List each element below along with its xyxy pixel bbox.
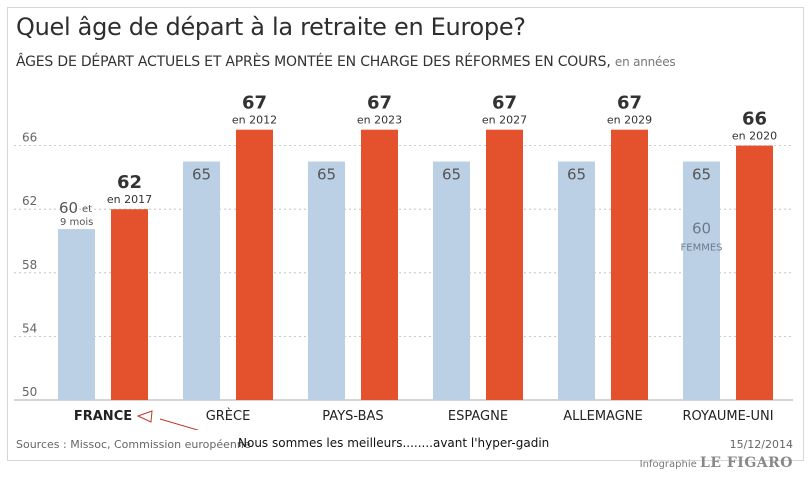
- brand-logo: LE FIGARO: [699, 455, 793, 471]
- value-label-after-reform: 67: [492, 93, 517, 114]
- inner-label-note: FEMMES: [681, 243, 723, 254]
- y-tick-label: 58: [22, 258, 37, 272]
- value-label-after-reform: 67: [242, 93, 267, 114]
- category-label: GRÈCE: [206, 408, 251, 424]
- reform-year-label: en 2012: [232, 114, 277, 127]
- bar-current: [308, 161, 345, 400]
- bar-current: [558, 161, 595, 400]
- chart-subtitle: ÂGES DE DÉPART ACTUELS ET APRÈS MONTÉE E…: [16, 54, 676, 70]
- bar-after-reform: [111, 209, 148, 400]
- value-label-current: 65: [317, 166, 336, 184]
- value-label-current: 60: [59, 199, 78, 217]
- handwritten-annotation: Nous sommes les meilleurs........avant l…: [238, 436, 550, 450]
- category-label: PAYS-BAS: [322, 409, 383, 424]
- y-tick-label: 62: [22, 194, 37, 208]
- category-label: FRANCE: [74, 409, 132, 424]
- bar-current: [683, 161, 720, 400]
- subtitle-text: ÂGES DE DÉPART ACTUELS ET APRÈS MONTÉE E…: [16, 54, 611, 70]
- bar-after-reform: [736, 145, 773, 400]
- value-label-after-reform: 67: [617, 93, 642, 114]
- infographic-credit: Infographie LE FIGARO: [640, 455, 793, 471]
- category-label: ESPAGNE: [448, 409, 508, 424]
- value-label-note: 9 mois: [60, 217, 93, 228]
- bar-current: [183, 161, 220, 400]
- value-label-after-reform: 62: [117, 172, 142, 193]
- bar-current: [58, 229, 95, 400]
- bar-after-reform: [486, 129, 523, 400]
- bar-after-reform: [361, 129, 398, 400]
- value-label-current: 65: [567, 166, 586, 184]
- reform-year-label: en 2017: [107, 193, 152, 206]
- reform-year-label: en 2020: [732, 130, 777, 143]
- value-label-after-reform: 66: [742, 109, 767, 130]
- reform-year-label: en 2029: [607, 114, 652, 127]
- value-label-after-reform: 67: [367, 93, 392, 114]
- bar-after-reform: [236, 129, 273, 400]
- subtitle-unit: en années: [614, 55, 676, 69]
- publication-date: 15/12/2014: [729, 438, 793, 451]
- chart-title: Quel âge de départ à la retraite en Euro…: [16, 13, 526, 41]
- infographic-frame: [7, 7, 804, 461]
- y-tick-label: 54: [22, 321, 37, 335]
- y-tick-label: 66: [22, 131, 37, 145]
- value-label-current: 65: [442, 166, 461, 184]
- reform-year-label: en 2023: [357, 114, 402, 127]
- y-tick-label: 50: [22, 385, 37, 399]
- source-note: Sources : Missoc, Commission européenne: [16, 438, 251, 451]
- reform-year-label: en 2027: [482, 114, 527, 127]
- value-label-note: et: [82, 204, 92, 215]
- bar-after-reform: [611, 129, 648, 400]
- category-label: ALLEMAGNE: [563, 409, 643, 424]
- value-label-current: 65: [692, 166, 711, 184]
- value-label-current: 65: [192, 166, 211, 184]
- credit-prefix: Infographie: [639, 459, 697, 470]
- annotation-arrow-head: [136, 410, 153, 423]
- category-label: ROYAUME-UNI: [682, 409, 773, 424]
- inner-label: 60: [692, 220, 711, 238]
- annotation-arrow-line: [159, 418, 200, 430]
- bar-current: [433, 161, 470, 400]
